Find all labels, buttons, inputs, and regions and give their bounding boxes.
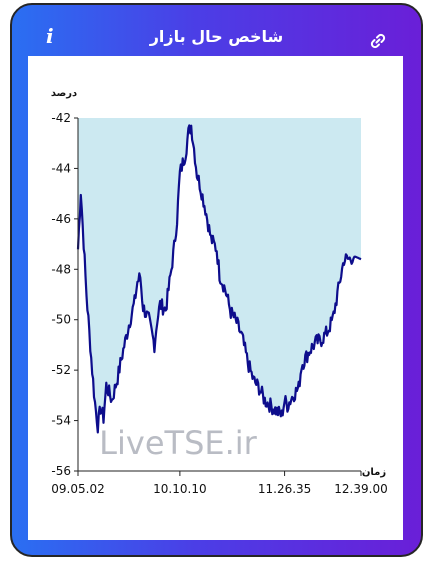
y-tick-label: -54	[51, 414, 71, 428]
chart-panel: LiveTSE.ir -42 -44 -46 -48 -50 -52 -54 -56 09.05.…	[28, 56, 403, 540]
info-icon[interactable]: i	[46, 24, 54, 48]
area-chart: LiveTSE.ir -42 -44 -46 -48 -50 -52 -54 -56 09.05.…	[51, 88, 388, 496]
market-sentiment-card: i شاخص حال بازار LiveTSE.ir -42 -44 -46 -48 -…	[10, 3, 423, 557]
y-axis-label: درصد	[51, 88, 77, 99]
y-tick-label: -48	[51, 262, 71, 276]
y-tick-label: -44	[51, 161, 71, 175]
x-tick-label: 12.39.00	[334, 482, 387, 496]
x-tick-label: 11.26.35	[258, 482, 311, 496]
x-tick-label: 10.10.10	[153, 482, 206, 496]
watermark: LiveTSE.ir	[99, 424, 257, 462]
y-tick-label: -46	[51, 212, 71, 226]
y-tick-label: -42	[51, 111, 71, 125]
link-icon[interactable]	[369, 32, 387, 50]
x-tick-label: 09.05.02	[51, 482, 104, 496]
series-line	[76, 124, 362, 434]
y-tick-label: -50	[51, 313, 71, 327]
x-axis-label: زمان	[362, 467, 386, 478]
card-title: شاخص حال بازار	[149, 27, 284, 46]
card-header: i شاخص حال بازار	[12, 5, 421, 57]
y-tick-label: -56	[51, 464, 71, 478]
y-tick-label: -52	[51, 363, 71, 377]
